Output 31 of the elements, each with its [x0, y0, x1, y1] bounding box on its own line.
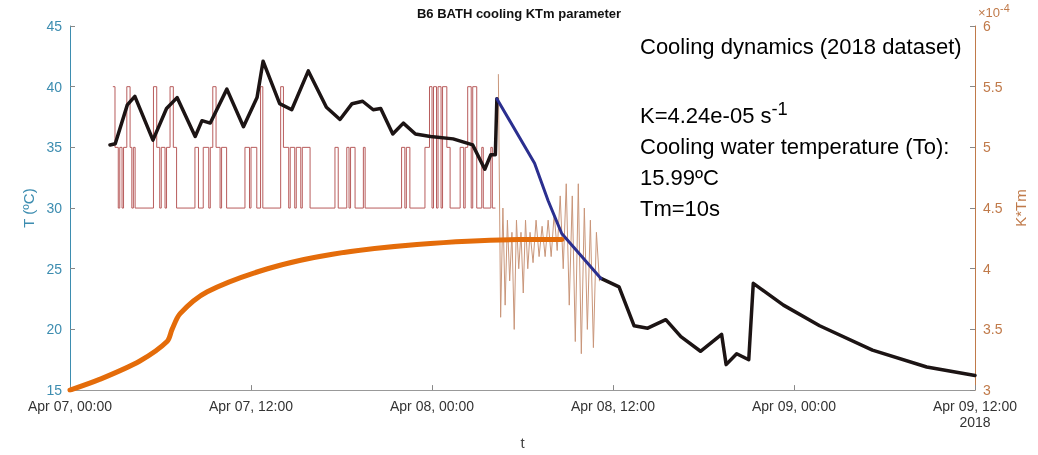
- x-tick-label: Apr 07, 12:00: [208, 398, 294, 415]
- y2-tick-label: 6: [983, 18, 991, 34]
- y2-tick-label: 3: [983, 382, 991, 399]
- y-axis-title: T (ºC): [19, 188, 37, 228]
- line-series: [495, 97, 603, 280]
- y-tick-label: 15: [46, 382, 63, 399]
- y2-tick-label: 5.5: [983, 78, 1003, 95]
- y-tick-label: 30: [46, 200, 63, 217]
- y2-tick-label: 4.5: [983, 200, 1003, 217]
- y2-tick-label: 3.5: [983, 321, 1003, 338]
- y-tick-label: 40: [46, 78, 63, 95]
- y2-tick-label: 5: [983, 139, 991, 156]
- y-tick-label: 45: [46, 18, 63, 34]
- y-tick-label: 25: [46, 260, 63, 277]
- text: ×10$^{-4}$: [978, 2, 1010, 21]
- x-tick-label: Apr 08, 00:00: [389, 398, 475, 415]
- y2-axis-title: K*Tm: [1012, 189, 1030, 227]
- x-tick-label: Apr 07, 00:00: [27, 398, 113, 415]
- line-series: [497, 74, 600, 355]
- y2-tick-label: 4: [983, 260, 991, 277]
- annotation: K=4.24e-05 s$^{-1}$: [640, 97, 789, 131]
- y-tick-label: 20: [46, 321, 63, 338]
- annotation: Tm=10s: [640, 196, 721, 222]
- x-tick-label: Apr 08, 12:00: [570, 398, 656, 415]
- annotation: Cooling water temperature (To): 15.99ºC: [640, 134, 950, 191]
- chart-title: B6 BATH cooling KTm parameter: [416, 6, 622, 21]
- x-tick-label: Apr 09, 12:00 2018: [932, 398, 1018, 431]
- x-tick-label: Apr 09, 00:00: [751, 398, 837, 415]
- y-tick-label: 35: [46, 139, 63, 156]
- x-axis-title: t: [520, 434, 526, 451]
- annotation: Cooling dynamics (2018 dataset): [640, 34, 962, 59]
